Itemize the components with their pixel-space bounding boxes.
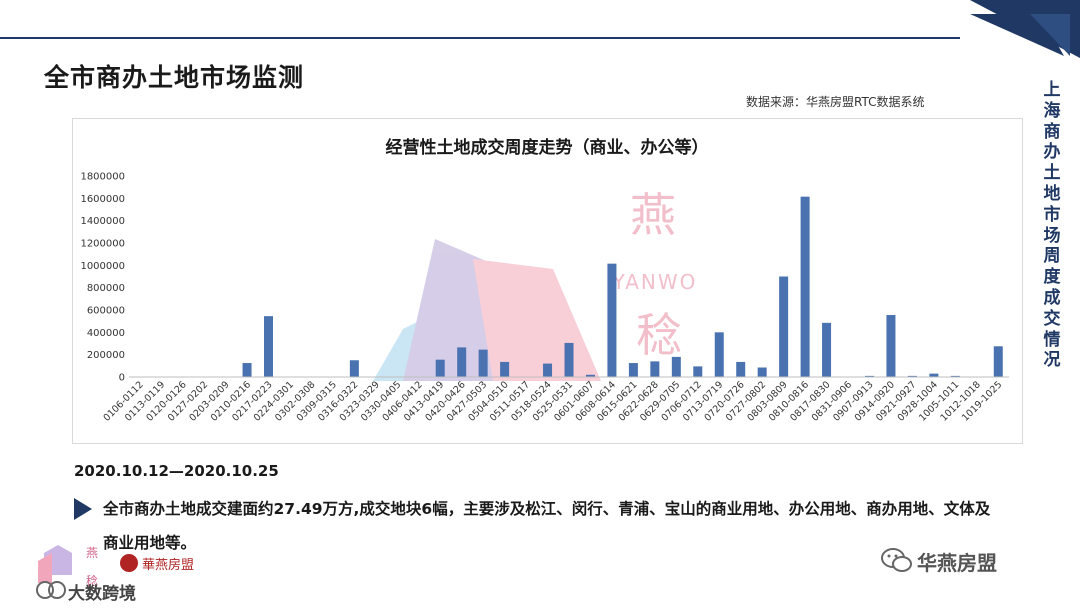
y-tick-label: 1000000 bbox=[80, 261, 125, 272]
bar bbox=[435, 359, 445, 377]
bar bbox=[757, 367, 767, 377]
watermark-char-bottom: 稔 bbox=[636, 308, 682, 362]
bar bbox=[585, 374, 595, 377]
y-tick-label: 800000 bbox=[87, 283, 125, 294]
wechat-name: 华燕房盟 bbox=[917, 551, 997, 575]
y-tick-label: 400000 bbox=[87, 328, 125, 339]
y-axis: 0 200000 400000 600000 800000 1000000 1200000 1… bbox=[80, 172, 125, 384]
header-rule bbox=[0, 37, 960, 39]
date-range: 2020.10.12—2020.10.25 bbox=[74, 462, 279, 480]
bar bbox=[607, 263, 617, 377]
logo-name: 華燕房盟 bbox=[142, 557, 194, 573]
y-tick-label: 200000 bbox=[87, 350, 125, 361]
bar bbox=[693, 366, 703, 377]
bar bbox=[242, 363, 252, 377]
y-tick-label: 1200000 bbox=[80, 239, 125, 250]
bar bbox=[478, 349, 488, 377]
footer-brand: 大数跨境 bbox=[68, 584, 136, 604]
y-tick-label: 600000 bbox=[87, 306, 125, 317]
watermark: 燕 YANWO 稔 bbox=[373, 188, 698, 381]
page-title: 全市商办土地市场监测 bbox=[44, 63, 305, 92]
logo-char-top: 燕 bbox=[86, 546, 98, 560]
chart-container: 经营性土地成交周度走势（商业、办公等） 燕 YANWO 稔 0 200000 400… bbox=[72, 118, 1023, 444]
bar bbox=[628, 363, 638, 377]
bar bbox=[800, 196, 810, 377]
y-tick-label: 1800000 bbox=[80, 172, 125, 183]
wechat-icon bbox=[881, 548, 912, 572]
watermark-char-top: 燕 bbox=[630, 188, 676, 242]
bar bbox=[264, 316, 274, 377]
bar bbox=[907, 375, 917, 377]
bar bbox=[714, 332, 724, 377]
bar bbox=[822, 322, 832, 377]
bar bbox=[779, 276, 789, 377]
bar bbox=[500, 361, 510, 377]
bar bbox=[886, 315, 896, 377]
bar-chart: 经营性土地成交周度走势（商业、办公等） 燕 YANWO 稔 0 200000 400… bbox=[80, 137, 1009, 424]
summary-text: 全市商办土地成交建面约27.49万方,成交地块6幅，主要涉及松江、闵行、青浦、宝… bbox=[103, 500, 991, 552]
side-title: 上海商办土地市场周度成交情况 bbox=[1043, 80, 1061, 371]
x-axis: 0106-01120113-01190120-01260127-02020203… bbox=[101, 376, 1009, 424]
bar bbox=[993, 346, 1003, 377]
bar bbox=[564, 342, 574, 377]
bar bbox=[864, 375, 874, 377]
corner-triangle-logo bbox=[970, 0, 1080, 58]
bar bbox=[457, 347, 467, 377]
y-tick-label: 1600000 bbox=[80, 194, 125, 205]
bar bbox=[349, 360, 359, 377]
y-tick-label: 0 bbox=[119, 373, 125, 384]
bar bbox=[736, 361, 746, 377]
yanwo-logo-icon: 燕 稔 華燕房盟 bbox=[38, 545, 194, 588]
y-tick-label: 1400000 bbox=[80, 216, 125, 227]
chart-title: 经营性土地成交周度走势（商业、办公等） bbox=[386, 137, 709, 158]
wechat-account: 华燕房盟 bbox=[880, 544, 1060, 578]
watermark-latin: YANWO bbox=[612, 270, 698, 294]
bar bbox=[671, 356, 681, 377]
bars bbox=[242, 196, 1003, 377]
brand-logos: 燕 稔 華燕房盟 bbox=[36, 543, 206, 603]
bar bbox=[650, 361, 660, 377]
data-source: 数据来源：华燕房盟RTC数据系统 bbox=[746, 95, 925, 109]
bar bbox=[543, 363, 553, 377]
bullet-arrow-icon bbox=[74, 498, 92, 520]
footer-logo-icon bbox=[36, 581, 66, 599]
logo-char-bottom: 稔 bbox=[86, 574, 98, 588]
bar bbox=[950, 375, 960, 377]
bar bbox=[929, 373, 939, 377]
